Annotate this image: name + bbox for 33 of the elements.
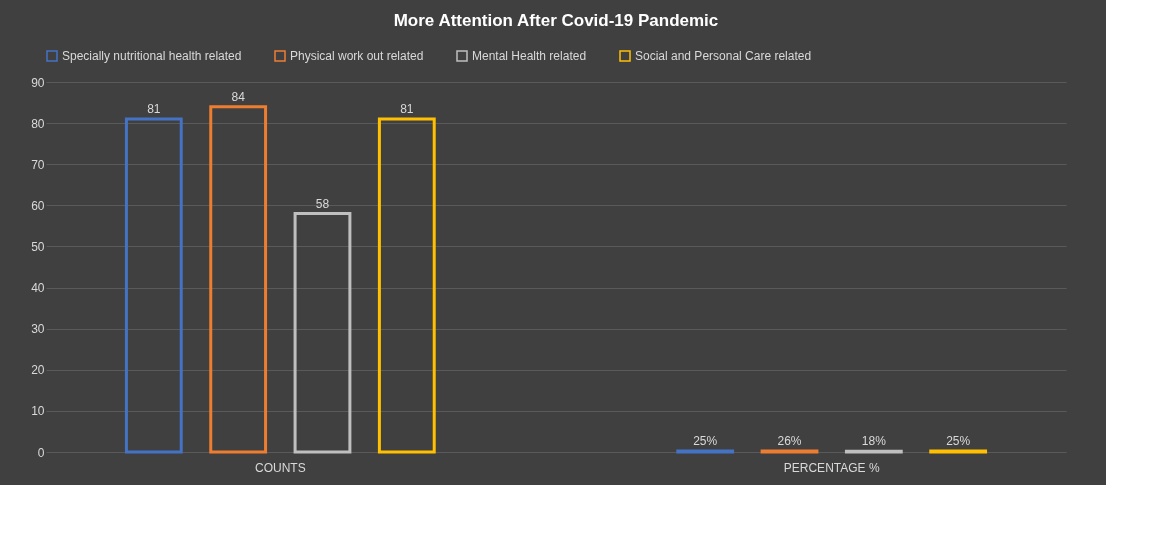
- data-label: 18%: [861, 434, 887, 449]
- y-tick-label: 0: [37, 445, 45, 460]
- data-label: 84: [231, 89, 246, 104]
- bar: [209, 105, 268, 454]
- bar: [929, 449, 988, 454]
- bar: [760, 449, 819, 454]
- data-label: 81: [400, 102, 414, 116]
- legend-label: Physical work out related: [290, 49, 424, 63]
- x-tick-label: PERCENTAGE %: [783, 460, 880, 475]
- legend-label: Social and Personal Care related: [635, 49, 812, 63]
- data-label: 26%: [777, 433, 802, 448]
- legend-label: Mental Health related: [472, 49, 587, 63]
- bar: [377, 117, 436, 454]
- data-label: 25%: [946, 433, 971, 448]
- y-tick-label: 10: [31, 404, 45, 419]
- y-tick-label: 70: [31, 157, 45, 172]
- y-tick-label: 20: [31, 363, 45, 378]
- data-label: 58: [315, 196, 330, 211]
- data-label: 81: [147, 102, 161, 116]
- bar: [844, 449, 903, 454]
- x-tick-label: COUNTS: [254, 460, 306, 475]
- y-tick-label: 30: [31, 322, 45, 337]
- y-tick-label: 40: [31, 281, 45, 296]
- legend-label: Specially nutritional health related: [62, 49, 242, 63]
- chart-title: More Attention After Covid-19 Pandemic: [393, 11, 719, 30]
- y-tick-label: 90: [31, 75, 45, 90]
- bar: [124, 117, 183, 454]
- data-label: 25%: [693, 433, 718, 448]
- bar: [676, 449, 735, 454]
- y-tick-label: 80: [31, 116, 45, 131]
- bar: [293, 212, 352, 454]
- y-tick-label: 50: [31, 239, 45, 254]
- y-tick-label: 60: [31, 198, 45, 213]
